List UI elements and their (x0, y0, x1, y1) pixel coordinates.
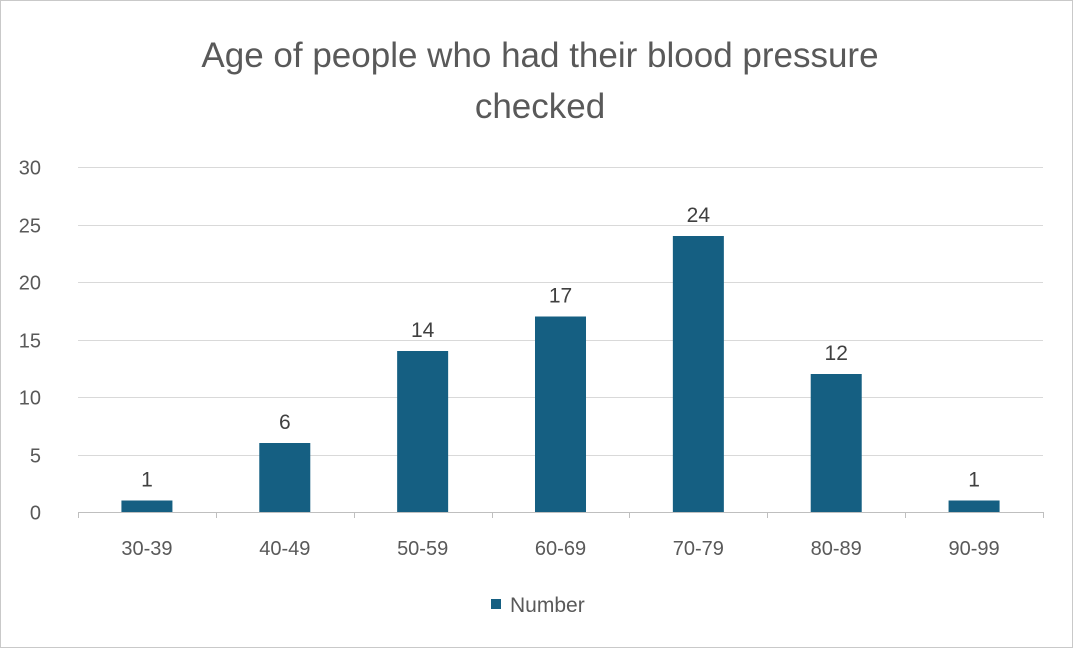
data-label: 12 (825, 342, 848, 365)
chart-title: Age of people who had their blood pressu… (201, 36, 878, 126)
x-tick-label: 90-99 (948, 538, 999, 560)
y-tick-label: 0 (30, 503, 41, 525)
y-tick-label: 25 (19, 216, 41, 238)
data-label: 17 (549, 285, 572, 308)
bar-90-99 (948, 500, 1000, 512)
y-tick-label: 10 (19, 388, 41, 410)
y-tick-label: 30 (19, 158, 41, 180)
bar-50-59 (397, 351, 449, 512)
x-axis: 30-39 40-49 50-59 60-69 70-79 80-89 90-99 (78, 512, 1044, 560)
data-label: 6 (279, 411, 291, 434)
bars (121, 236, 1000, 512)
bar-40-49 (259, 443, 311, 512)
y-axis: 0 5 10 15 20 25 30 (19, 158, 41, 525)
y-tick-label: 15 (19, 331, 41, 353)
data-label: 1 (968, 469, 980, 492)
bar-70-79 (672, 236, 724, 512)
bar-60-69 (534, 316, 587, 512)
x-tick-label: 40-49 (259, 538, 310, 560)
y-tick-label: 20 (19, 273, 41, 295)
legend-label-number: Number (510, 594, 585, 617)
data-label: 14 (411, 319, 435, 342)
legend: Number (491, 594, 585, 617)
data-label: 24 (687, 204, 711, 227)
legend-swatch-number (491, 599, 501, 609)
data-labels: 1 6 14 17 24 12 1 (141, 204, 980, 492)
x-tick-label: 50-59 (397, 538, 448, 560)
y-tick-label: 5 (30, 446, 41, 468)
x-tick-label: 60-69 (535, 538, 586, 560)
chart-title-line-1: Age of people who had their blood pressu… (201, 36, 878, 75)
bar-30-39 (121, 500, 173, 512)
bar-80-89 (810, 374, 862, 512)
x-tick-label: 70-79 (673, 538, 724, 560)
x-tick-label: 80-89 (811, 538, 862, 560)
data-label: 1 (141, 469, 153, 492)
x-tick-label: 30-39 (121, 538, 172, 560)
chart-title-line-2: checked (475, 87, 605, 126)
